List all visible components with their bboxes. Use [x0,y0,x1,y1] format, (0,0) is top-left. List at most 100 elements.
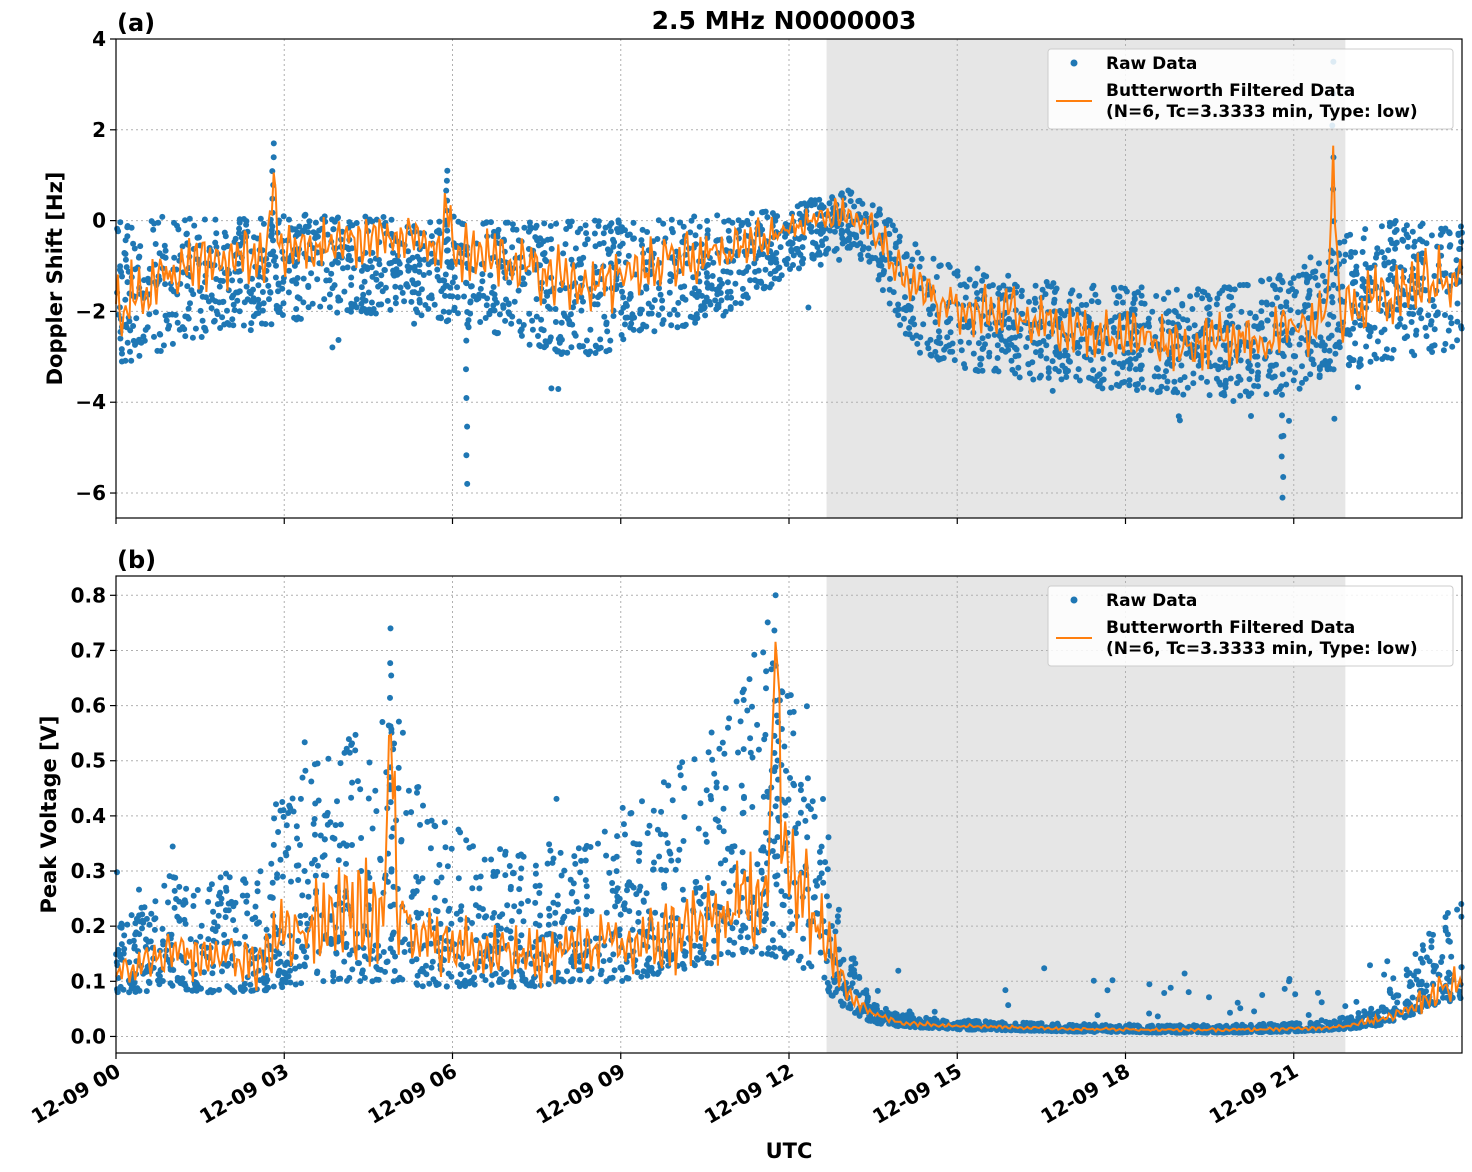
panel-a-doppler-shift: 420−2−4−6 (a) Doppler Shift [Hz] Raw Dat… [43,9,1465,524]
y-tick-label: −6 [75,481,106,505]
raw-data-point [1419,942,1426,949]
raw-data-point [776,276,782,283]
raw-data-point [294,835,300,842]
raw-data-point [156,973,163,980]
raw-data-point [777,244,784,251]
raw-data-point [808,963,815,970]
raw-data-point [836,256,843,263]
raw-data-point [1186,325,1193,332]
raw-data-point [1404,333,1411,340]
raw-data-point [1026,370,1033,377]
raw-data-point [1164,359,1171,365]
raw-data-point [1316,260,1322,267]
raw-data-point [675,857,682,864]
raw-data-point [1118,284,1125,291]
raw-data-point [124,224,131,231]
raw-data-point [451,274,458,281]
raw-data-point [314,970,320,977]
raw-data-point [117,983,124,990]
raw-data-point [396,260,403,267]
raw-data-point [280,278,287,285]
raw-data-point [532,234,539,241]
raw-data-point [837,959,844,966]
raw-data-point [479,906,486,913]
raw-data-point [587,326,594,333]
raw-data-point [502,851,509,858]
raw-data-point [1265,372,1272,379]
raw-data-point [1230,398,1237,404]
raw-data-point [639,798,645,805]
raw-data-point [412,267,419,274]
raw-data-point [1423,333,1430,340]
raw-data-point [672,866,679,873]
raw-data-point [399,729,406,736]
raw-data-point [738,782,745,789]
raw-data-point [138,339,145,346]
raw-data-point [847,230,853,237]
raw-data-point [847,198,854,205]
raw-data-point [879,287,886,294]
raw-data-point [397,284,404,291]
panel-a-label: (a) [117,9,155,37]
raw-data-point [960,323,967,330]
raw-data-point [719,280,725,287]
raw-data-point [614,833,621,840]
raw-data-point [349,779,356,786]
raw-data-point [401,298,408,305]
raw-data-point [629,926,636,933]
raw-data-point [886,300,893,307]
raw-data-point [465,317,472,324]
raw-data-point [335,857,342,864]
raw-data-point [375,976,382,983]
raw-data-point [985,333,992,339]
raw-data-point [533,313,540,320]
raw-data-point [1154,1013,1161,1020]
raw-data-point [130,323,137,329]
raw-data-point [795,957,802,964]
raw-data-point [410,280,417,287]
raw-data-point [1296,341,1303,348]
raw-data-point [745,264,752,271]
raw-data-point [1090,977,1097,984]
raw-data-point [705,874,711,881]
raw-data-point [611,239,618,246]
raw-data-point [851,973,858,980]
raw-data-point [415,784,422,790]
raw-data-point [1258,321,1264,327]
raw-data-point [552,306,559,312]
raw-data-point [1258,277,1265,284]
raw-data-point [169,340,176,347]
raw-data-point [497,846,504,853]
raw-data-point [1005,324,1012,331]
raw-data-point [532,899,539,906]
raw-data-point [124,279,131,286]
raw-data-point [906,325,913,331]
raw-data-point [739,946,746,952]
raw-data-point [876,272,883,279]
raw-data-point [426,269,433,276]
raw-data-point [1111,359,1117,366]
raw-data-point [115,946,122,953]
raw-data-point [826,200,833,207]
raw-data-point [1429,343,1435,350]
raw-data-point [1198,374,1205,381]
raw-data-point [591,230,598,237]
raw-data-point [593,269,600,276]
raw-data-point [958,347,965,354]
raw-data-point [300,299,307,306]
raw-data-point [280,213,287,220]
raw-data-point [305,282,312,289]
raw-data-point [365,795,372,802]
raw-data-point [580,298,586,305]
raw-data-point [747,277,754,284]
raw-data-point [892,244,899,251]
raw-data-point [703,294,710,301]
raw-data-point [1352,340,1359,347]
raw-data-point [331,282,338,289]
raw-data-point [677,772,684,779]
raw-data-point [330,978,337,985]
raw-data-point [795,820,802,827]
raw-data-point [128,912,135,919]
raw-data-point [933,274,940,280]
raw-data-point [506,863,513,869]
